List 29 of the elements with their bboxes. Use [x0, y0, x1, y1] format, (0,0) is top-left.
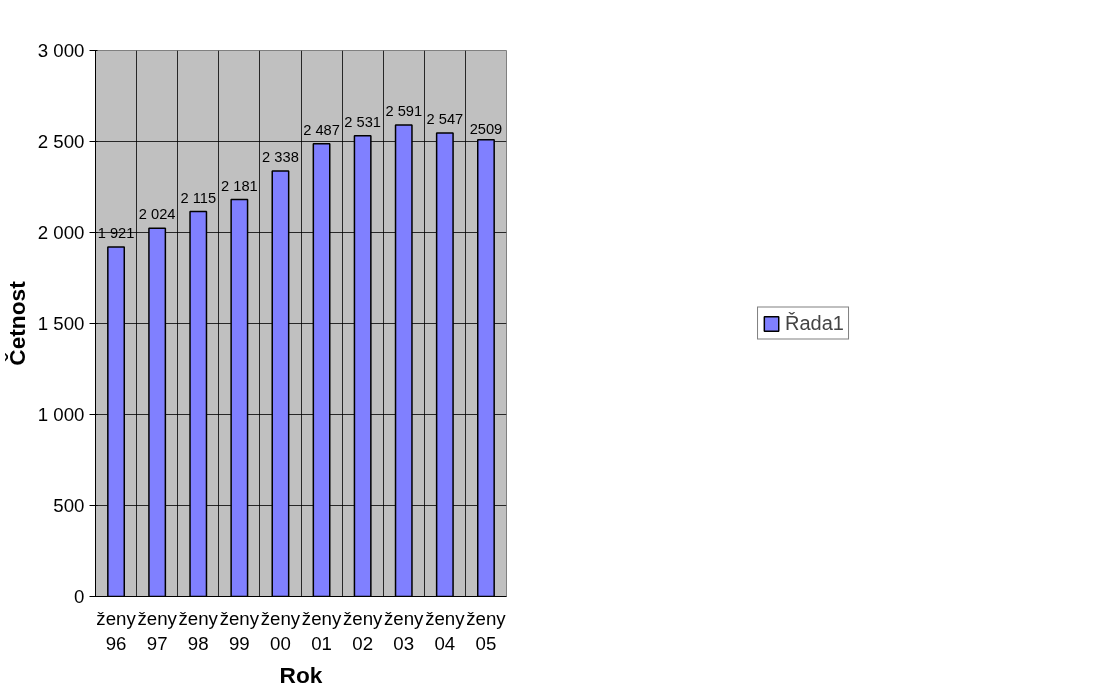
- y-tick-label: 3 000: [37, 40, 85, 61]
- data-label: 2 338: [262, 148, 299, 165]
- data-label: 2 547: [426, 110, 464, 127]
- y-tick-label: 0: [74, 586, 85, 607]
- data-label: 2509: [469, 120, 503, 137]
- data-label: 2 487: [303, 121, 340, 138]
- y-tick-label: 2 000: [37, 222, 85, 243]
- data-label: 2 531: [344, 113, 381, 130]
- y-tick-label: 1 500: [37, 313, 85, 334]
- y-tick-label: 500: [53, 495, 85, 516]
- data-label: 2 024: [138, 206, 176, 223]
- data-label: 2 181: [221, 177, 258, 194]
- x-tick-label: ženy 97: [137, 607, 178, 654]
- x-tick-label: ženy 01: [301, 607, 342, 654]
- legend-label: Řada1: [785, 311, 844, 335]
- x-tick-label: ženy 03: [384, 607, 425, 654]
- y-tick-label: 2 500: [37, 131, 85, 152]
- x-tick-label: ženy 04: [425, 607, 466, 654]
- y-tick-label: 1 000: [37, 404, 85, 425]
- x-axis-title: Rok: [279, 661, 323, 688]
- y-axis-title: Četnost: [3, 280, 30, 366]
- x-tick-label: ženy 96: [96, 607, 137, 654]
- x-tick-label: ženy 02: [342, 607, 384, 654]
- x-tick-label: ženy 00: [260, 607, 301, 654]
- data-label: 2 115: [180, 189, 217, 206]
- x-tick-label: ženy 99: [219, 607, 260, 654]
- data-label: 2 591: [385, 102, 423, 119]
- x-tick-label: ženy 98: [178, 607, 219, 654]
- x-tick-label: ženy 05: [466, 607, 507, 654]
